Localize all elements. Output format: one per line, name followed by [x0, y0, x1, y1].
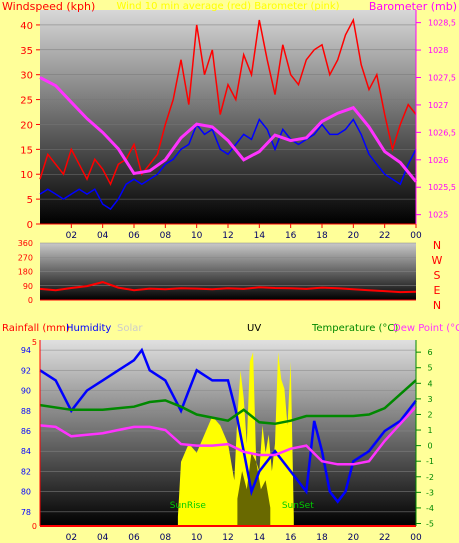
y-left-tick-label: 5	[27, 195, 33, 206]
series-line-barometer	[39, 76, 418, 183]
humidity-tick-label: 92	[21, 366, 31, 375]
temperature-tick-label: -2	[426, 473, 434, 482]
legend-item: Dew Point (°C)	[393, 323, 459, 334]
direction-tick-label: 360	[18, 239, 33, 248]
legend-item: Rainfall (mm)	[2, 323, 70, 334]
x-tick-label: 08	[160, 231, 172, 241]
x-tick-label: 06	[128, 231, 140, 241]
uv-area	[237, 452, 271, 526]
humidity-tick-label: 86	[21, 427, 31, 436]
humidity-tick-label: 80	[21, 488, 31, 497]
barometer-axis-label: Barometer (mb)	[369, 0, 457, 13]
y-left-tick-label: 15	[20, 145, 33, 156]
x-tick-label: 10	[191, 533, 203, 543]
y-right-tick-label: 1028	[428, 46, 448, 55]
humidity-tick-label: 94	[21, 346, 31, 355]
x-tick-label: 18	[316, 231, 328, 241]
direction-tick-label: 270	[18, 253, 33, 262]
y-right-tick-label: 1025	[428, 211, 448, 220]
direction-tick-label: 0	[28, 296, 33, 305]
y-left-tick-label: 40	[20, 21, 33, 32]
y-right-tick-label: 1026	[428, 156, 448, 165]
x-tick-label: 18	[316, 533, 328, 543]
humidity-tick-label: 82	[21, 467, 31, 476]
x-tick-label: 00	[410, 231, 422, 241]
x-tick-label: 12	[222, 231, 233, 241]
x-tick-label: 22	[379, 231, 390, 241]
x-tick-label: 16	[285, 231, 297, 241]
sunset-label: SunSet	[282, 501, 314, 511]
temperature-tick-label: -3	[426, 488, 434, 497]
humidity-tick-label: 84	[21, 447, 31, 456]
temperature-tick-label: 1	[427, 426, 432, 435]
humidity-tick-label: 78	[21, 508, 31, 517]
y-left-tick-label: 30	[20, 71, 33, 82]
x-tick-label: 22	[379, 533, 390, 543]
y-right-tick-label: 1027,5	[428, 73, 456, 82]
legend-item: Humidity	[66, 323, 111, 334]
y-left-tick-label: 35	[20, 46, 33, 57]
compass-label: S	[434, 269, 441, 282]
x-tick-label: 14	[254, 231, 266, 241]
x-tick-label: 04	[97, 231, 109, 241]
series-line-average	[39, 118, 417, 211]
x-tick-label: 04	[97, 533, 109, 543]
y-right-tick-label: 1026,5	[428, 128, 456, 137]
series-line-gust	[39, 17, 417, 187]
temperature-tick-label: -4	[426, 504, 434, 513]
wind-panel-background	[40, 10, 416, 224]
x-tick-label: 02	[66, 231, 77, 241]
series-line-direction	[39, 281, 417, 294]
series-line-temperature	[39, 379, 417, 426]
x-tick-label: 20	[348, 231, 360, 241]
temperature-tick-label: 3	[427, 395, 432, 404]
y-right-tick-label: 1025,5	[428, 183, 456, 192]
x-tick-label: 06	[128, 533, 140, 543]
compass-label: W	[432, 254, 443, 267]
temperature-tick-label: 6	[427, 348, 432, 357]
humidity-tick-label: 90	[21, 387, 31, 396]
windspeed-axis-label: Windspeed (kph)	[2, 0, 95, 13]
temperature-tick-label: 5	[427, 364, 432, 373]
compass-label: N	[433, 299, 441, 312]
humidity-tick-label: 88	[21, 407, 31, 416]
series-line-dew-point	[39, 405, 417, 466]
legend-item: Solar	[117, 323, 143, 334]
x-tick-label: 16	[285, 533, 297, 543]
x-tick-label: 08	[160, 533, 172, 543]
temperature-tick-label: 4	[427, 379, 432, 388]
x-tick-label: 20	[348, 533, 360, 543]
x-tick-label: 00	[410, 533, 422, 543]
y-right-tick-label: 1027	[428, 101, 448, 110]
sunrise-label: SunRise	[170, 501, 207, 511]
legend-item: Temperature (°C)	[311, 323, 398, 334]
series-line-humidity	[39, 347, 417, 504]
temperature-tick-label: 2	[427, 410, 432, 419]
wind-panel-title: Wind 10 min average (red) Barometer (pin…	[116, 1, 339, 12]
x-tick-label: 12	[222, 533, 233, 543]
x-tick-label: 02	[66, 533, 77, 543]
temperature-tick-label: -5	[426, 520, 434, 529]
compass-label: E	[434, 284, 441, 297]
rain-tick-label: 5	[32, 338, 37, 347]
y-left-tick-label: 0	[27, 220, 33, 231]
x-tick-label: 10	[191, 231, 203, 241]
x-tick-label: 14	[254, 533, 266, 543]
direction-tick-label: 90	[23, 282, 33, 291]
legend-item: UV	[247, 323, 261, 334]
compass-label: N	[433, 239, 441, 252]
temperature-tick-label: 0	[427, 442, 432, 451]
rain-tick-label: 0	[32, 522, 37, 531]
temperature-tick-label: -1	[426, 457, 434, 466]
direction-tick-label: 180	[18, 268, 33, 277]
y-left-tick-label: 25	[20, 96, 33, 107]
y-right-tick-label: 1028,5	[428, 19, 456, 28]
y-left-tick-label: 20	[20, 120, 33, 131]
y-left-tick-label: 10	[20, 170, 33, 181]
